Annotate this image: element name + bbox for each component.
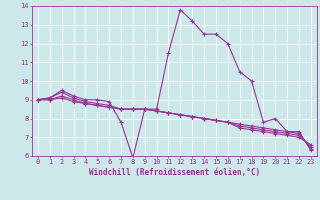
X-axis label: Windchill (Refroidissement éolien,°C): Windchill (Refroidissement éolien,°C) <box>89 168 260 177</box>
